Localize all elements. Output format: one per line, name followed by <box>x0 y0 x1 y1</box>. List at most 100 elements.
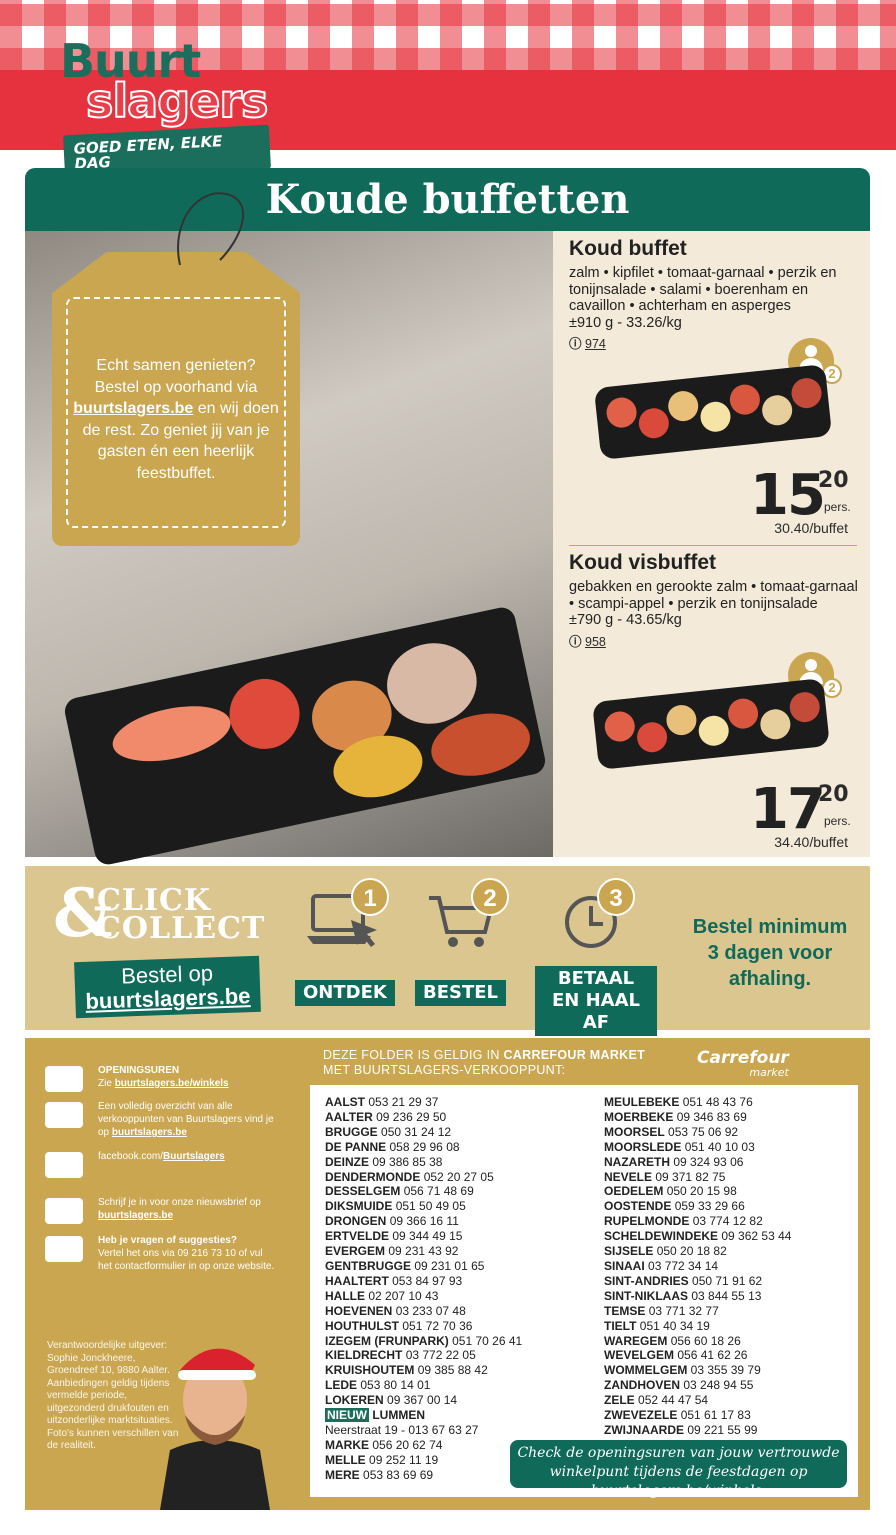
product-description: gebakken en gerookte zalm • tomaat-garna… <box>569 579 858 612</box>
store-name: ZWIJNAARDE <box>604 1422 684 1437</box>
store: ZANDHOVEN 03 248 94 55 <box>604 1378 791 1393</box>
store-name: BRUGGE <box>325 1124 378 1139</box>
price-cents: 20 <box>818 782 849 807</box>
store-name: KRUISHOUTEM <box>325 1363 415 1378</box>
store-name: MARKE <box>325 1437 369 1452</box>
store: WAREGEM 056 60 18 26 <box>604 1334 791 1349</box>
store-phone: 09 221 55 99 <box>687 1422 758 1437</box>
step-label: BETAAL EN HAAL AF <box>535 966 657 1036</box>
store-phone: 056 71 48 69 <box>403 1184 474 1199</box>
code-link[interactable]: 974 <box>585 337 606 351</box>
link[interactable]: buurtslagers.be/winkels <box>114 1078 229 1089</box>
food <box>788 690 822 724</box>
info-icon <box>45 1066 83 1092</box>
store: MERE 053 83 69 69 <box>325 1468 522 1483</box>
store: HOEVENEN 03 233 07 48 <box>325 1304 522 1319</box>
store-name: SIJSELE <box>604 1244 654 1259</box>
store: TEMSE 03 771 32 77 <box>604 1304 791 1319</box>
store-phone: 056 20 62 74 <box>372 1437 443 1452</box>
text: Vertel het ons via 09 216 73 10 of vul h… <box>98 1248 275 1272</box>
store-phone: 09 346 83 69 <box>676 1109 747 1124</box>
store: GENTBRUGGE 09 231 01 65 <box>325 1259 522 1274</box>
brand-logo: Carrefour market <box>697 1048 789 1079</box>
store-name: HALLE <box>325 1288 365 1303</box>
product-weight: ±910 g - 33.26/kg <box>569 314 682 331</box>
store: KRUISHOUTEM 09 385 88 42 <box>325 1363 522 1378</box>
store: ZWEVEZELE 051 61 17 83 <box>604 1408 791 1423</box>
store-phone: 053 84 97 93 <box>392 1273 463 1288</box>
store-column: AALST 053 21 29 37 AALTER 09 236 29 50 BRU… <box>325 1095 522 1483</box>
info-icon: ⓘ <box>569 337 582 351</box>
store-name: WOMMELGEM <box>604 1363 688 1378</box>
store-name: EVERGEM <box>325 1244 386 1259</box>
store-phone: 09 362 53 44 <box>721 1229 792 1244</box>
info-text: Heb je vragen of suggesties? Vertel het o… <box>98 1234 275 1273</box>
store: ERTVELDE 09 344 49 15 <box>325 1229 522 1244</box>
product-name: Koud buffet <box>569 237 687 260</box>
store-name: HAALTERT <box>325 1273 389 1288</box>
info-icon: ⓘ <box>569 634 582 649</box>
step-icon <box>307 894 377 947</box>
text: Carrefour <box>697 1048 789 1068</box>
logo-line: slagers <box>85 74 269 128</box>
store-name: HOEVENEN <box>325 1303 393 1318</box>
text: DEZE FOLDER IS GELDIG IN <box>323 1048 500 1062</box>
store-phone: 050 71 91 62 <box>692 1273 763 1288</box>
link[interactable]: buurtslagers.be <box>73 400 194 417</box>
info-item: facebook.com/Buurtslagers <box>45 1150 275 1178</box>
link[interactable]: Buurtslagers <box>163 1151 225 1162</box>
store-phone: 09 236 29 50 <box>376 1109 447 1124</box>
link[interactable]: buurtslagers.be <box>85 983 251 1014</box>
store-name: GENTBRUGGE <box>325 1258 412 1273</box>
link[interactable]: buurtslagers.be/winkels <box>590 1483 762 1499</box>
link[interactable]: buurtslagers.be <box>98 1210 174 1221</box>
price: 17 20 pers. 34.40/buffet <box>700 782 858 852</box>
store-name: LUMMEN <box>372 1408 426 1423</box>
info-item: Heb je vragen of suggesties? Vertel het o… <box>45 1234 275 1273</box>
store: SIJSELE 050 20 18 82 <box>604 1244 791 1259</box>
store-name: KIELDRECHT <box>325 1348 403 1363</box>
store-name: WEVELGEM <box>604 1348 675 1363</box>
store-phone: 056 41 62 26 <box>677 1348 748 1363</box>
store-name: DENDERMONDE <box>325 1169 421 1184</box>
food <box>760 393 794 427</box>
store-name: SINAAI <box>604 1258 645 1273</box>
icon-head <box>805 659 817 671</box>
product-name: Koud visbuffet <box>569 551 716 574</box>
food <box>603 710 637 744</box>
store-name: DEINZE <box>325 1154 370 1169</box>
food <box>699 400 732 434</box>
store-name: MOORSLEDE <box>604 1139 682 1154</box>
info-text: Een volledig overzicht van alle verkoopp… <box>98 1100 275 1139</box>
store-name: TIELT <box>604 1318 637 1333</box>
store-name: MEULEBEKE <box>604 1095 680 1109</box>
text: en wij doen de rest. Zo geniet jij van j… <box>82 400 279 482</box>
store: WEVELGEM 056 41 62 26 <box>604 1348 791 1363</box>
store-name: OOSTENDE <box>604 1199 672 1214</box>
link[interactable]: buurtslagers.be <box>111 1127 187 1138</box>
store: AALTER 09 236 29 50 <box>325 1110 522 1125</box>
food <box>790 376 824 410</box>
price-cents: 20 <box>818 468 849 493</box>
store-phone: 058 29 96 08 <box>389 1139 460 1154</box>
store: SINT-NIKLAAS 03 844 55 13 <box>604 1289 791 1304</box>
store: OEDELEM 050 20 15 98 <box>604 1184 791 1199</box>
store: TIELT 051 40 34 19 <box>604 1319 791 1334</box>
store: OOSTENDE 059 33 29 66 <box>604 1199 791 1214</box>
store-list: AALST 053 21 29 37 AALTER 09 236 29 50 BRU… <box>310 1085 858 1497</box>
code-link[interactable]: 958 <box>585 634 606 649</box>
gift-tag: Echt samen genieten? Bestel op voorhand … <box>52 252 300 546</box>
store: ZWIJNAARDE 09 221 55 99 <box>604 1423 791 1438</box>
price-unit: pers. <box>824 814 851 828</box>
text: market <box>749 1066 789 1079</box>
price-unit: pers. <box>824 500 851 514</box>
stores-heading: DEZE FOLDER IS GELDIG IN CARREFOUR MARKE… <box>323 1048 645 1078</box>
store: MOORSLEDE 051 40 10 03 <box>604 1140 791 1155</box>
store-phone: 053 21 29 37 <box>368 1095 439 1109</box>
text: Zie <box>98 1078 112 1089</box>
text: Check de openingsuren van jouw vertrouwd… <box>517 1445 840 1480</box>
store: AALST 053 21 29 37 <box>325 1095 522 1110</box>
store-phone: 09 366 16 11 <box>389 1214 459 1229</box>
step-number: 3 <box>597 878 635 916</box>
